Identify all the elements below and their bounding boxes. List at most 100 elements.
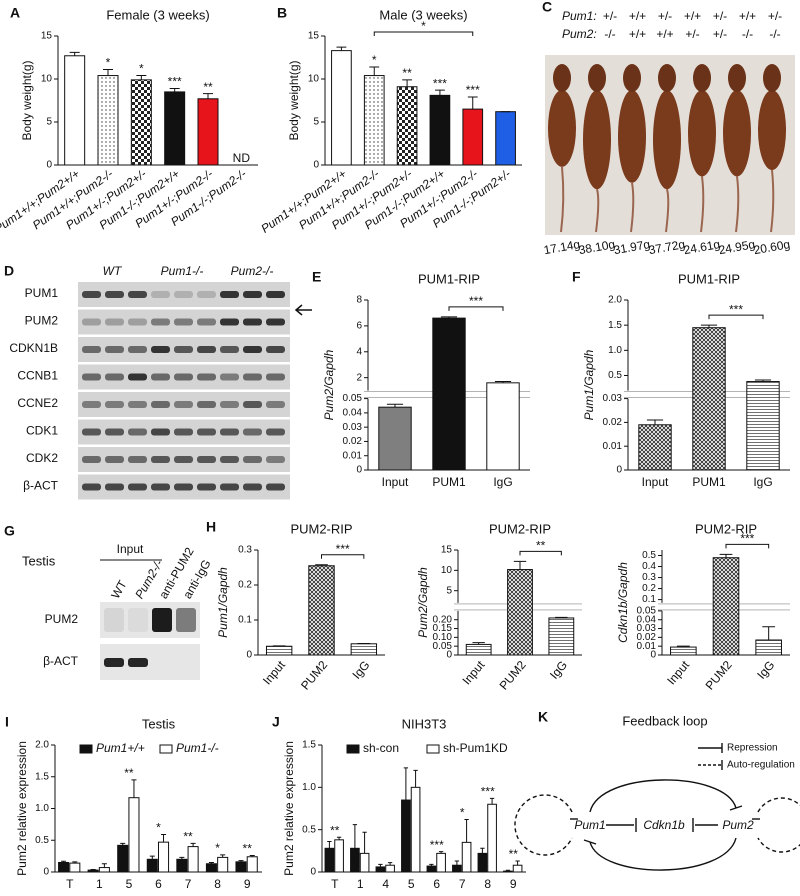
y-tick-label: 0.05 bbox=[637, 606, 657, 617]
legend-label: sh-con bbox=[363, 741, 399, 755]
mouse-head bbox=[623, 64, 641, 92]
significance-label: * bbox=[215, 841, 220, 855]
panel-letter: B bbox=[277, 5, 287, 21]
error-bar bbox=[169, 87, 180, 92]
y-tick-label: 15 bbox=[41, 31, 53, 42]
bar bbox=[359, 852, 370, 873]
significance-label: *** bbox=[466, 83, 480, 97]
error-bar bbox=[69, 51, 80, 56]
y-tick-label: 10 bbox=[41, 74, 53, 85]
error-bar bbox=[378, 863, 383, 867]
blot-band bbox=[243, 346, 262, 353]
significance-label: ** bbox=[330, 823, 340, 837]
error-bar bbox=[369, 66, 380, 76]
y-tick-label: 0.01 bbox=[343, 450, 363, 461]
genotype: +/+ bbox=[629, 27, 646, 41]
y-tick-label: 0.5 bbox=[302, 824, 316, 835]
repression-bar bbox=[583, 839, 597, 845]
error-bar bbox=[494, 381, 512, 383]
bar bbox=[331, 50, 352, 166]
blot-band bbox=[82, 373, 101, 381]
bar bbox=[265, 645, 293, 656]
bar bbox=[487, 803, 497, 873]
error-bar bbox=[454, 860, 460, 866]
panel-letter: E bbox=[312, 269, 321, 285]
blot-band bbox=[174, 428, 193, 436]
error-bar bbox=[136, 75, 147, 80]
y-tick-label: 4 bbox=[356, 346, 362, 357]
bar bbox=[64, 55, 86, 166]
chart-title: Male (3 weeks) bbox=[379, 7, 467, 22]
y-tick-label: 0 bbox=[650, 650, 656, 661]
y-tick-label: 0.02 bbox=[603, 417, 623, 428]
x-tick-label: 8 bbox=[214, 877, 221, 891]
tissue-label: Testis bbox=[22, 553, 56, 568]
mouse-body bbox=[758, 90, 786, 170]
blot-band bbox=[82, 483, 101, 491]
legend-swatch bbox=[79, 744, 93, 754]
chart-title: PUM2-RIP bbox=[695, 521, 757, 536]
error-bar bbox=[327, 841, 332, 849]
blot-band bbox=[151, 456, 170, 463]
significance-label: *** bbox=[469, 294, 483, 308]
mouse-head bbox=[553, 64, 571, 92]
row-label: Pum1: bbox=[562, 9, 597, 23]
y-tick-label: 0 bbox=[246, 650, 252, 661]
significance-bracket bbox=[373, 31, 474, 36]
error-bar bbox=[762, 626, 776, 641]
blot-band bbox=[174, 346, 193, 353]
bar bbox=[378, 406, 412, 471]
chart-title: PUM1-RIP bbox=[678, 271, 740, 286]
blot-band bbox=[82, 346, 101, 353]
x-tick-label: 6 bbox=[155, 877, 162, 891]
y-tick-label: 0.5 bbox=[642, 550, 656, 561]
error-bar bbox=[403, 767, 409, 801]
x-tick-label: PUM2 bbox=[497, 658, 529, 693]
y-tick-label: 0.5 bbox=[35, 835, 49, 846]
bar bbox=[58, 861, 70, 873]
bar bbox=[164, 91, 186, 166]
node-label: Pum1 bbox=[574, 818, 605, 832]
mouse-head bbox=[658, 64, 676, 92]
error-bar bbox=[72, 861, 78, 864]
blot-band bbox=[151, 346, 170, 353]
chart-title: PUM1-RIP bbox=[418, 271, 480, 286]
error-bar bbox=[208, 861, 214, 864]
group-label: Pum1-/- bbox=[161, 264, 204, 278]
error-bar bbox=[336, 46, 347, 51]
blot-band bbox=[105, 428, 124, 436]
x-tick-label: Input bbox=[642, 475, 669, 489]
x-tick-label: IgG bbox=[754, 658, 777, 682]
bar bbox=[692, 327, 726, 471]
bar bbox=[246, 856, 258, 873]
row-label: β-ACT bbox=[23, 479, 59, 493]
bar bbox=[69, 862, 81, 873]
legend-label: Repression bbox=[727, 743, 778, 754]
blot-band bbox=[151, 373, 170, 381]
significance-label: ** bbox=[536, 539, 546, 553]
error-bar bbox=[413, 769, 418, 788]
feedback-diagram bbox=[514, 743, 800, 871]
row-label: PUM2 bbox=[25, 314, 59, 328]
x-tick-label: 5 bbox=[126, 877, 133, 891]
bar bbox=[375, 866, 386, 873]
genotype: +/- bbox=[713, 27, 727, 41]
significance-label: ** bbox=[402, 66, 412, 80]
significance-label: ** bbox=[124, 766, 134, 780]
row-label: CCNE2 bbox=[17, 396, 58, 410]
weight-label: 37.72g bbox=[648, 237, 687, 257]
legend-swatch bbox=[346, 744, 360, 754]
mouse-body bbox=[653, 90, 681, 190]
y-tick-label: 2.0 bbox=[35, 740, 49, 751]
blot-band bbox=[197, 291, 216, 298]
significance-label: * bbox=[372, 53, 377, 67]
blot-band bbox=[174, 318, 193, 326]
weight-label: 24.95g bbox=[718, 237, 757, 257]
error-bar bbox=[440, 316, 458, 319]
blot-band bbox=[151, 428, 170, 436]
error-bar bbox=[429, 863, 434, 867]
blot-band bbox=[151, 483, 170, 491]
panel-letter: D bbox=[4, 263, 14, 279]
mouse-tail bbox=[770, 169, 775, 233]
group-label: Pum2-/- bbox=[231, 264, 274, 278]
